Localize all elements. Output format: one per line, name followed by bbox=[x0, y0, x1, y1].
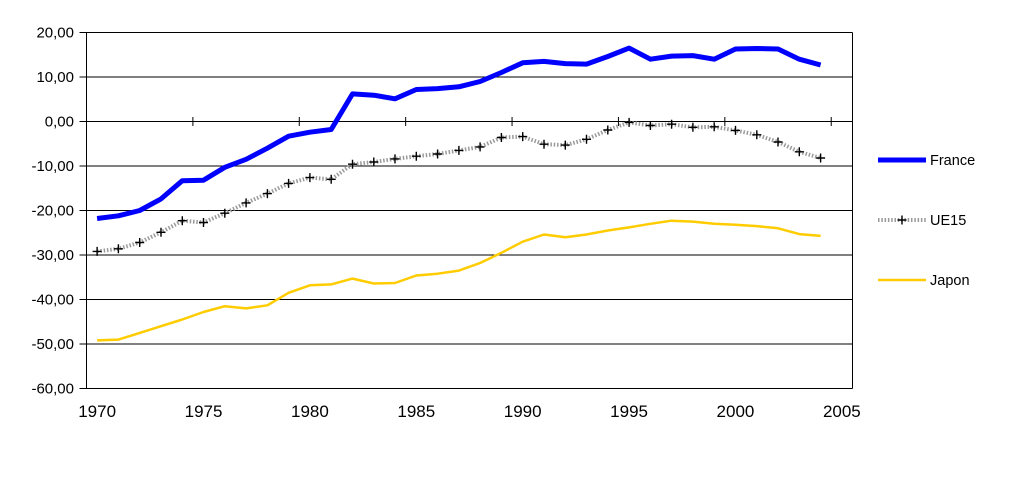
y-axis-label: 10,00 bbox=[36, 69, 74, 86]
plus-marker bbox=[177, 216, 187, 226]
plus-marker bbox=[688, 122, 698, 132]
legend-item-france: France bbox=[878, 153, 975, 169]
plus-marker bbox=[518, 132, 528, 142]
y-axis-label: 0,00 bbox=[45, 114, 74, 131]
plus-marker bbox=[199, 218, 208, 227]
series-line-ue15 bbox=[96, 120, 822, 254]
plus-marker bbox=[156, 227, 166, 237]
legend-label-ue15: UE15 bbox=[930, 213, 966, 229]
plus-marker bbox=[752, 130, 762, 140]
y-axis-label: -60,00 bbox=[31, 381, 74, 398]
plus-marker bbox=[326, 174, 336, 184]
plus-marker bbox=[284, 178, 294, 188]
axis-labels: 20,00 10,00 0,00 -10,00 -20,00 -30,00 -40,00 -5… bbox=[31, 25, 860, 422]
x-axis-label: 1980 bbox=[291, 402, 329, 421]
plus-marker bbox=[709, 122, 719, 132]
plus-marker bbox=[773, 137, 783, 147]
plus-marker bbox=[582, 134, 591, 144]
x-axis-label: 1995 bbox=[610, 402, 648, 421]
plus-marker bbox=[560, 140, 570, 150]
plus-marker bbox=[667, 119, 677, 129]
series-line-france bbox=[96, 45, 822, 221]
y-axis-label: -30,00 bbox=[31, 247, 74, 264]
plus-marker bbox=[496, 133, 506, 142]
plus-marker bbox=[645, 121, 655, 130]
legend-item-japon: Japon bbox=[878, 273, 970, 289]
x-axis-label: 2000 bbox=[717, 402, 755, 421]
gridlines-and-axes bbox=[79, 32, 853, 389]
x-axis-label: 1975 bbox=[185, 402, 223, 421]
legend-plus-marker bbox=[897, 215, 907, 225]
plus-marker bbox=[816, 153, 826, 163]
x-axis-label: 1985 bbox=[397, 402, 435, 421]
legend-item-ue15: UE15 bbox=[878, 213, 966, 229]
plus-marker bbox=[92, 246, 102, 256]
plus-marker bbox=[220, 208, 230, 218]
plus-marker bbox=[369, 157, 379, 167]
x-axis-label: 2005 bbox=[823, 402, 861, 421]
plus-marker bbox=[454, 145, 464, 155]
series-markers-ue15 bbox=[92, 117, 826, 256]
plus-marker bbox=[390, 154, 400, 164]
plus-marker bbox=[262, 189, 272, 199]
plus-marker bbox=[433, 149, 443, 159]
plus-marker bbox=[731, 125, 740, 135]
plus-marker bbox=[475, 142, 485, 152]
y-axis-label: -40,00 bbox=[31, 292, 74, 309]
plus-marker bbox=[348, 159, 357, 169]
plus-marker bbox=[539, 139, 549, 149]
plus-marker bbox=[241, 198, 251, 208]
plus-marker bbox=[603, 125, 613, 135]
x-axis-label: 1990 bbox=[504, 402, 542, 421]
legend-label-japon: Japon bbox=[930, 273, 970, 289]
plus-marker bbox=[113, 244, 123, 254]
legend: France UE15 Japon bbox=[878, 153, 975, 289]
series-lines bbox=[92, 45, 826, 342]
plus-marker bbox=[624, 117, 634, 127]
plus-marker bbox=[305, 173, 315, 183]
plus-marker bbox=[794, 147, 804, 157]
y-axis-label: -50,00 bbox=[31, 336, 74, 353]
plus-marker bbox=[411, 151, 421, 161]
plus-marker bbox=[135, 238, 145, 247]
y-axis-label: -20,00 bbox=[31, 203, 74, 220]
legend-label-france: France bbox=[930, 153, 975, 169]
y-axis-label: -10,00 bbox=[31, 158, 74, 175]
series-line-japon bbox=[97, 219, 821, 342]
y-axis-label: 20,00 bbox=[36, 25, 74, 42]
x-axis-label: 1970 bbox=[78, 402, 116, 421]
